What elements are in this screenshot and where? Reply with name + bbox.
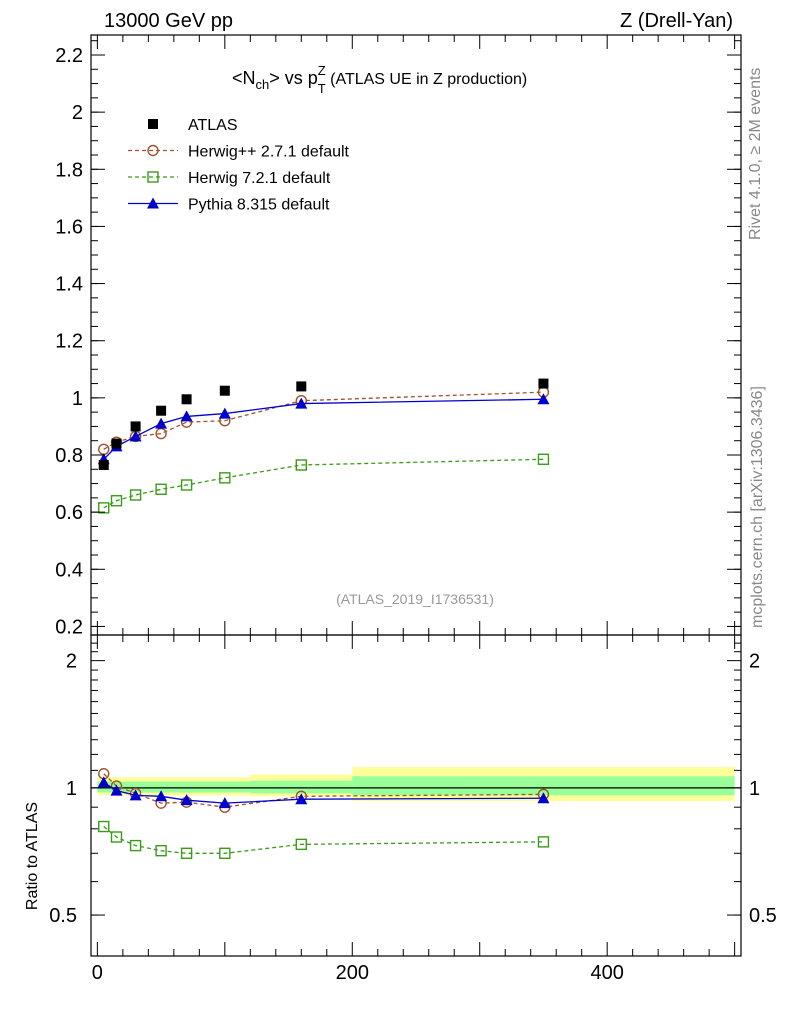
main-y-tick-label: 1.8 bbox=[55, 159, 83, 181]
title-sub-t: T bbox=[318, 81, 326, 96]
ratio-panel: 0.5 0.5 1 1 2 2 0 200 400 bbox=[49, 634, 777, 984]
legend-marker bbox=[147, 144, 159, 157]
ratio-herwig-7-2-1-default-point bbox=[129, 839, 142, 852]
main-atlas-point bbox=[296, 381, 307, 392]
main-herwig-7-2-1-default-point bbox=[110, 495, 123, 507]
main-atlas-point bbox=[130, 421, 141, 432]
ratio-y-tick-label-right: 2 bbox=[749, 651, 760, 673]
ratio-herwig-7-2-1-default-point bbox=[537, 836, 550, 848]
ratio-pythia-8-315-default-point bbox=[97, 776, 110, 788]
ratio-y-tick-label-right: 0.5 bbox=[749, 905, 777, 927]
main-y-tick-label: 0.8 bbox=[55, 445, 83, 467]
main-y-tick-label: 1.6 bbox=[55, 216, 83, 238]
analysis-id: (ATLAS_2019_I1736531) bbox=[336, 591, 494, 607]
main-y-tick-label: 1.2 bbox=[55, 331, 83, 353]
main-y-tick-label: 2 bbox=[72, 102, 83, 124]
x-tick-label: 200 bbox=[336, 962, 369, 984]
ratio-atlas-stat-uncertainty-band bbox=[352, 776, 735, 796]
legend-label: Herwig++ 2.7.1 default bbox=[188, 144, 350, 161]
x-tick-label: 0 bbox=[92, 962, 103, 984]
ratio-y-tick-label-left: 0.5 bbox=[49, 905, 77, 927]
ratio-herwig-7-2-1-default-point bbox=[155, 845, 167, 857]
main-pythia-8-315-default-line bbox=[103, 398, 544, 460]
main-y-tick-label: 1.4 bbox=[55, 274, 83, 296]
ratio-herwig-7-2-1-default-line bbox=[103, 826, 544, 854]
plot-title: <Nch> vs pZ T (ATLAS UE in Z production) bbox=[232, 63, 527, 96]
main-atlas-point bbox=[538, 378, 549, 389]
main-pythia-8-315-default-point bbox=[180, 410, 193, 422]
main-herwig-7-2-1-default-point bbox=[180, 479, 193, 491]
title-mid: > vs p bbox=[269, 68, 318, 88]
title-pre: <N bbox=[232, 68, 256, 88]
main-pythia-8-315-default-point bbox=[129, 430, 142, 442]
ratio-herwig-7-2-1-default-point bbox=[110, 831, 123, 843]
legend-label: Pythia 8.315 default bbox=[188, 197, 330, 214]
main-y-tick-label: 0.4 bbox=[55, 559, 83, 581]
ratio-y-tick-label-right: 1 bbox=[749, 778, 760, 800]
main-pythia-8-315-default-point bbox=[218, 407, 231, 419]
main-pythia-8-315-default-point bbox=[295, 397, 308, 409]
ratio-pythia-8-315-default-point bbox=[110, 784, 123, 796]
title-post: (ATLAS UE in Z production) bbox=[326, 71, 528, 88]
ratio-pythia-8-315-default-point bbox=[180, 794, 193, 806]
main-atlas-point bbox=[111, 438, 122, 449]
ratio-atlas-stat-uncertainty-band bbox=[97, 781, 251, 793]
ratio-pythia-8-315-default-point bbox=[295, 793, 308, 805]
main-panel: 0.2 0.4 0.6 0.8 1 1.2 1.4 1.6 1.8 2 2.2 <Nch> vs p… bbox=[55, 34, 742, 638]
ratio-pythia-8-315-default-point bbox=[155, 790, 168, 802]
legend-marker bbox=[147, 197, 159, 209]
title-sup-z: Z bbox=[318, 63, 326, 78]
main-pythia-8-315-default-point bbox=[155, 417, 168, 429]
legend-label: Herwig 7.2.1 default bbox=[188, 170, 331, 187]
main-atlas-point bbox=[98, 460, 109, 470]
ratio-pythia-8-315-default-point bbox=[537, 792, 550, 804]
main-pythia-8-315-default-point bbox=[537, 393, 550, 405]
ratio-herwig-2-7-1-default-line bbox=[103, 773, 544, 808]
ratio-atlas-stat-uncertainty-band bbox=[250, 780, 353, 794]
rivet-version-label: Rivet 4.1.0, ≥ 2M events bbox=[747, 68, 764, 240]
mcplots-label: mcplots.cern.ch [arXiv:1306.3436] bbox=[749, 386, 766, 628]
legend-marker bbox=[147, 171, 159, 183]
ratio-y-tick-label-left: 2 bbox=[66, 651, 77, 673]
ratio-herwig-7-2-1-default-point bbox=[295, 838, 307, 851]
ratio-herwig-7-2-1-default-point bbox=[219, 847, 231, 860]
main-herwig-7-2-1-default-line bbox=[103, 458, 544, 509]
main-y-tick-label: 0.6 bbox=[55, 502, 83, 524]
main-herwig-7-2-1-default-point bbox=[129, 489, 142, 501]
main-herwig-7-2-1-default-point bbox=[219, 472, 231, 484]
main-y-tick-label: 0.2 bbox=[55, 616, 83, 638]
main-y-tick-label: 1 bbox=[72, 388, 83, 410]
legend-marker bbox=[148, 119, 158, 129]
ratio-herwig-7-2-1-default-point bbox=[98, 820, 110, 833]
ratio-pythia-8-315-default-point bbox=[129, 789, 142, 801]
legend-label: ATLAS bbox=[188, 117, 238, 134]
main-atlas-point bbox=[181, 394, 192, 405]
title-sub-ch: ch bbox=[256, 77, 270, 92]
main-atlas-point bbox=[156, 405, 167, 416]
header-right: Z (Drell-Yan) bbox=[620, 10, 733, 32]
ratio-y-tick-label-left: 1 bbox=[66, 778, 77, 800]
main-herwig-7-2-1-default-point bbox=[537, 453, 550, 465]
ratio-herwig-7-2-1-default-point bbox=[180, 847, 193, 860]
main-herwig-7-2-1-default-point bbox=[155, 483, 167, 495]
header-left: 13000 GeV pp bbox=[104, 10, 233, 32]
ratio-frame bbox=[90, 634, 742, 957]
x-tick-label: 400 bbox=[590, 962, 623, 984]
main-herwig-7-2-1-default-point bbox=[98, 502, 110, 514]
legend: ATLAS Herwig++ 2.7.1 default Herwig 7.2.1 … bbox=[128, 117, 350, 214]
main-atlas-point bbox=[219, 385, 230, 396]
ratio-pythia-8-315-default-point bbox=[218, 797, 231, 809]
ratio-axis-label: Ratio to ATLAS bbox=[24, 802, 41, 910]
main-herwig-7-2-1-default-point bbox=[295, 459, 307, 471]
main-y-tick-label: 2.2 bbox=[55, 45, 83, 67]
